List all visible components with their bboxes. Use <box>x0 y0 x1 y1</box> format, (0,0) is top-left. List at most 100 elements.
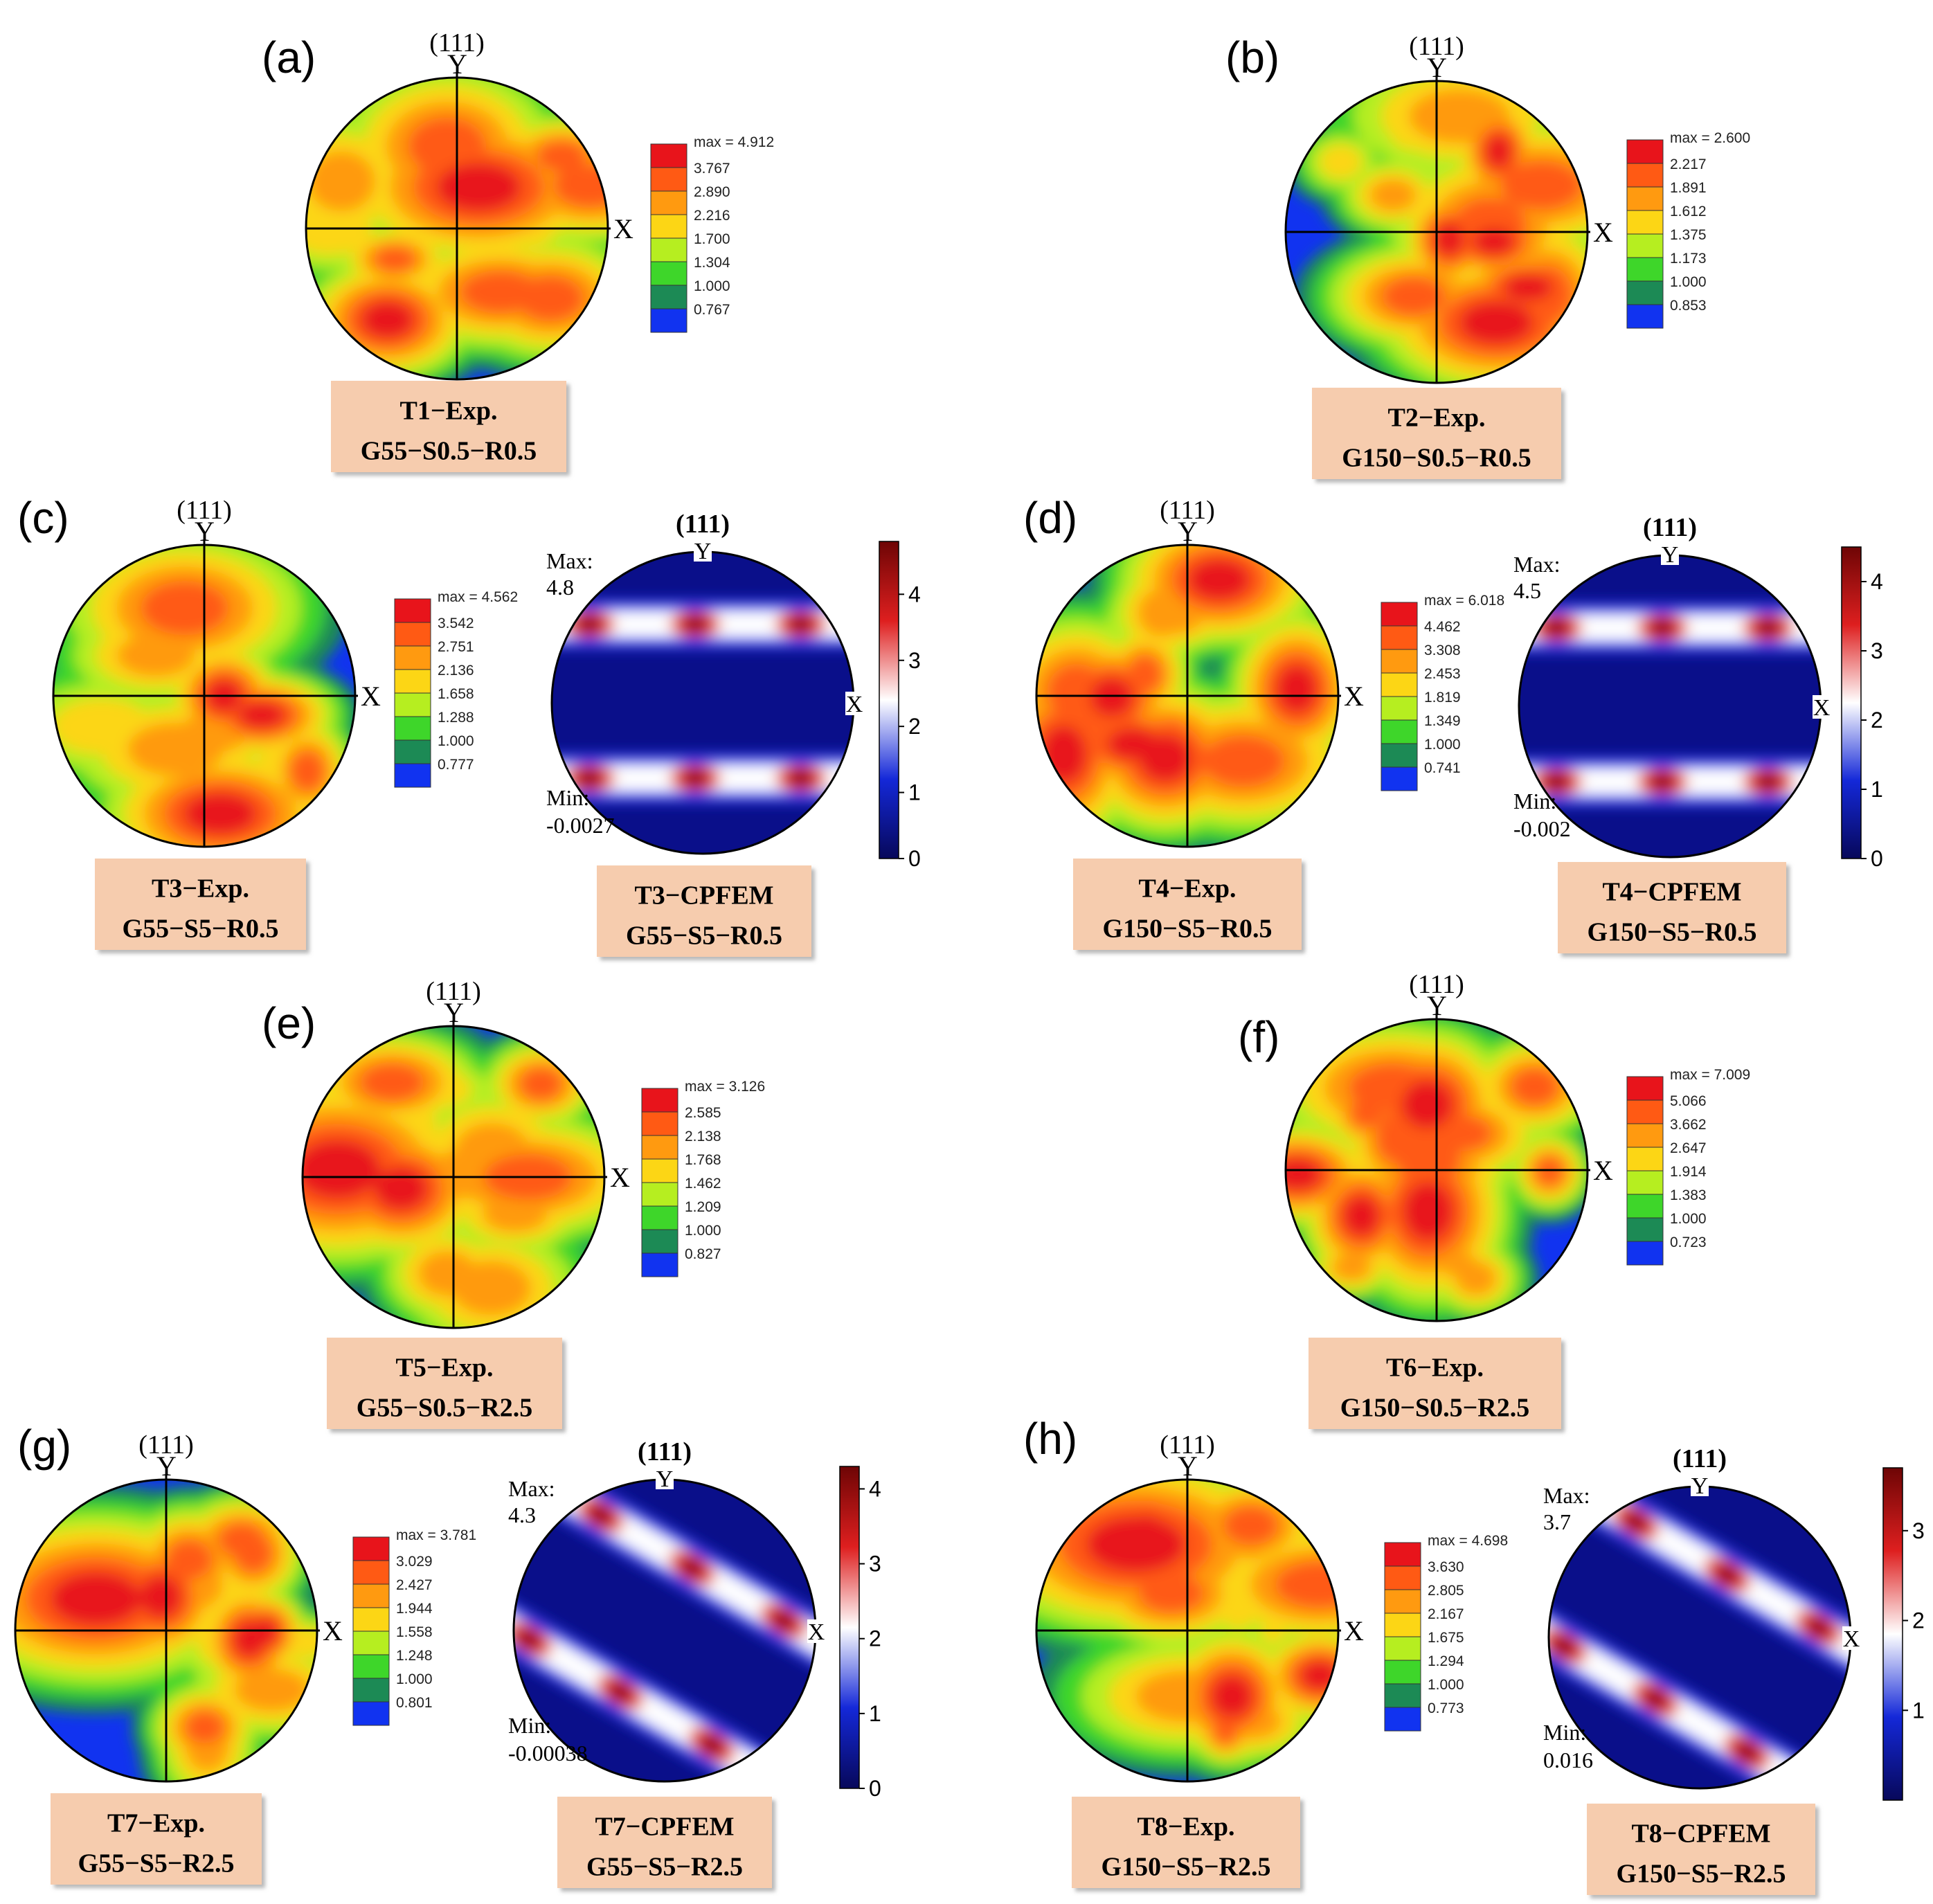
pole-label: (111) <box>1409 970 1464 999</box>
legend-value: 1.000 <box>1670 274 1707 290</box>
colorbar-tick-label: 0 <box>869 1776 881 1801</box>
legend-swatch <box>1626 1194 1664 1219</box>
legend-max: max = 4.698 <box>1428 1533 1508 1549</box>
legend-value: 1.304 <box>694 255 730 271</box>
legend-value: 2.167 <box>1428 1606 1464 1622</box>
legend-value: 1.558 <box>396 1624 433 1640</box>
legend-value: 1.000 <box>685 1223 721 1239</box>
caption-box: T3−Exp. G55−S5−R0.5 <box>95 859 306 950</box>
legend-value: 1.000 <box>1428 1677 1464 1693</box>
legend-swatch <box>650 167 687 192</box>
legend-value: 1.675 <box>1428 1630 1464 1646</box>
texture-region <box>1319 145 1363 179</box>
experimental-pole-figure: X Y(111) <box>14 1430 343 1783</box>
caption-subtitle: G55−S0.5−R2.5 <box>357 1394 532 1423</box>
caption-box: T7−CPFEM G55−S5−R2.5 <box>557 1797 772 1888</box>
pole-background <box>514 1480 816 1781</box>
colorbar-tick-label: 3 <box>908 648 921 673</box>
caption-title: T4−CPFEM <box>1602 877 1741 906</box>
legend-swatch <box>352 1560 390 1585</box>
y-axis-label: Y <box>1691 1473 1709 1499</box>
texture-region <box>233 1621 266 1658</box>
legend-swatch <box>1626 139 1664 164</box>
cpfem-pole-figure: Y X (111) Max:4.5 Min:-0.002 <box>1513 513 1831 859</box>
peak-core <box>1756 620 1781 636</box>
experimental-pole-figure: X Y(111) <box>301 977 630 1329</box>
texture-region <box>1504 274 1553 301</box>
peak-core <box>701 1736 723 1754</box>
panel-letter: (b) <box>1225 33 1279 82</box>
peak-core <box>1650 774 1675 789</box>
min-label: Min: <box>1513 789 1556 814</box>
legend-value: 3.542 <box>438 616 474 631</box>
caption-subtitle: G55−S5−R0.5 <box>123 915 279 944</box>
legend-value: 2.217 <box>1670 156 1707 172</box>
legend-max: max = 3.781 <box>396 1527 476 1543</box>
texture-region <box>1401 1080 1453 1129</box>
legend-swatch <box>394 692 431 717</box>
texture-region <box>520 1068 562 1100</box>
texture-region <box>1107 728 1158 760</box>
legend-swatch <box>1384 1636 1421 1661</box>
pole-background <box>552 552 854 854</box>
legend-swatch <box>641 1229 678 1254</box>
legend-value: 1.375 <box>1670 227 1707 243</box>
peak-core <box>683 771 708 786</box>
caption-background <box>557 1797 772 1888</box>
y-axis-label: Y <box>156 1451 177 1482</box>
legend-value: 3.662 <box>1670 1117 1707 1133</box>
peak-core <box>1545 620 1569 636</box>
legend-swatch <box>1626 233 1664 258</box>
legend: max = 4.562 3.542 2.751 2.136 1.658 1.288 1.00… <box>394 589 518 788</box>
caption-title: T8−Exp. <box>1138 1812 1235 1841</box>
peak-core <box>1552 1637 1575 1655</box>
pole-outline <box>301 1025 606 1329</box>
max-value: 4.5 <box>1513 578 1541 603</box>
texture-region <box>460 271 541 313</box>
pole-background <box>1549 1487 1851 1788</box>
legend-swatch <box>1626 186 1664 211</box>
colorbar: 3 2 1 <box>1882 1467 1925 1801</box>
legend-swatch <box>352 1701 390 1726</box>
intensity-band <box>1519 603 1821 652</box>
legend-swatch <box>650 261 687 286</box>
pole-label: (111) <box>1673 1444 1727 1473</box>
texture-region <box>238 701 285 729</box>
colorbar-gradient <box>1882 1467 1903 1801</box>
legend-swatch <box>1381 672 1418 697</box>
panel-letter: (e) <box>262 998 316 1048</box>
caption-box: T7−Exp. G55−S5−R2.5 <box>51 1793 262 1885</box>
peak-core <box>681 1559 703 1577</box>
legend-swatch <box>1626 1241 1664 1266</box>
legend-swatch <box>352 1607 390 1632</box>
texture-region <box>116 634 195 676</box>
intensity-band <box>1549 1583 1844 1788</box>
max-value: 3.7 <box>1543 1509 1571 1534</box>
legend-swatch <box>1384 1707 1421 1732</box>
texture-region <box>1211 1675 1253 1718</box>
legend-swatch <box>1381 743 1418 768</box>
caption-background <box>1558 862 1786 953</box>
texture-region <box>1403 1182 1453 1241</box>
colorbar-tick-label: 0 <box>1871 846 1883 871</box>
legend-value: 2.427 <box>396 1577 433 1593</box>
panel-letter: (f) <box>1238 1012 1279 1062</box>
legend-value: 1.000 <box>438 733 474 749</box>
peak-core <box>1756 774 1781 789</box>
legend-swatch <box>650 237 687 262</box>
peak-core <box>1644 1690 1667 1708</box>
texture-region <box>418 1251 476 1296</box>
legend-value: 2.138 <box>685 1129 721 1144</box>
texture-region <box>1221 1599 1256 1629</box>
caption-subtitle: G55−S0.5−R0.5 <box>361 437 537 466</box>
y-axis-label: Y <box>1178 516 1198 547</box>
legend-swatch <box>1626 304 1664 329</box>
texture-region <box>553 164 608 207</box>
legend-swatch <box>1384 1542 1421 1567</box>
legend-value: 1.658 <box>438 686 474 702</box>
legend-value: 1.294 <box>1428 1653 1464 1669</box>
legend-value: 0.741 <box>1424 760 1461 776</box>
legend-swatch <box>352 1678 390 1703</box>
caption-title: T7−CPFEM <box>595 1812 734 1841</box>
caption-title: T8−CPFEM <box>1631 1819 1770 1848</box>
